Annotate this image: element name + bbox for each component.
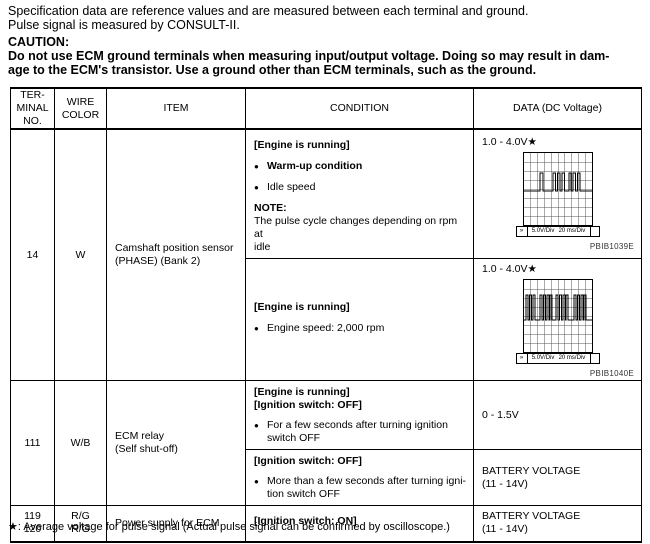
condition-state: [Engine is running]: [254, 139, 350, 151]
table-row-terminal-111-sub1: 111 W/B ECM relay (Self shut-off) [Engin…: [10, 380, 642, 506]
bullet-icon: ●: [254, 421, 259, 430]
col-header-wire-color: WIRE COLOR: [54, 87, 107, 130]
table-row-terminal-119-120: 119 120 R/G R/G Power supply for ECM [Ig…: [10, 505, 642, 542]
condition-bullet-text: Warm-up condition: [267, 160, 363, 172]
time-per-div-label: 20 ms/Div: [558, 355, 586, 361]
scope-scale-labels: 5.0V/Div 20 ms/Div: [528, 354, 590, 363]
oscilloscope-scale-bar: » 5.0V/Div 20 ms/Div: [515, 353, 600, 364]
volts-per-div-label: 5.0V/Div: [531, 228, 555, 234]
condition-bullet: ● More than a few seconds after turning …: [254, 475, 467, 501]
data-voltage-value: BATTERY VOLTAGE (11 - 14V): [482, 464, 581, 490]
condition-bullet: ● Idle speed: [254, 181, 467, 194]
data-voltage-value: 1.0 - 4.0V★: [482, 263, 537, 275]
condition-bullet-text: Idle speed: [267, 181, 316, 193]
wire-color-14: W: [54, 128, 107, 381]
data-119-120: BATTERY VOLTAGE (11 - 14V): [473, 505, 642, 542]
intro-line-2: Pulse signal is measured by CONSULT-II.: [8, 18, 240, 32]
condition-bullet-text: More than a few seconds after turning ig…: [267, 475, 467, 500]
bullet-icon: ●: [254, 183, 259, 192]
condition-state: [Ignition switch: OFF]: [254, 455, 362, 467]
condition-bullet: ● For a few seconds after turning igniti…: [254, 419, 467, 445]
col-header-terminal-no: TER- MINAL NO.: [10, 87, 55, 130]
condition-14-sub2: [Engine is running] ● Engine speed: 2,00…: [245, 258, 474, 381]
condition-111-sub2: [Ignition switch: OFF] ● More than a few…: [245, 449, 474, 506]
intro-text: Specification data are reference values …: [8, 4, 644, 32]
pulse-waveform-2000rpm: [522, 279, 593, 353]
terminal-no-111: 111: [10, 380, 55, 506]
condition-119-120: [Ignition switch: ON]: [245, 505, 474, 542]
condition-state: [Ignition switch: ON]: [254, 514, 357, 527]
condition-bullet-text: For a few seconds after turning ignition…: [267, 419, 448, 444]
condition-bullet: ● Warm-up condition: [254, 160, 467, 173]
table-row-terminal-14-sub2: [Engine is running] ● Engine speed: 2,00…: [11, 258, 642, 381]
item-camshaft-position-sensor: Camshaft position sensor (PHASE) (Bank 2…: [106, 128, 246, 381]
condition-bullet-text: Engine speed: 2,000 rpm: [267, 322, 385, 334]
table-row-terminal-14-sub1: 14 W Camshaft position sensor (PHASE) (B…: [10, 128, 642, 381]
condition-111-sub1: [Engine is running] [Ignition switch: OF…: [245, 380, 474, 450]
star-footnote: ★: Average voltage for pulse signal (Act…: [8, 521, 450, 533]
time-per-div-label: 20 ms/Div: [558, 228, 586, 234]
condition-state: [Engine is running]: [254, 386, 350, 398]
table-header-row: TER- MINAL NO. WIRE COLOR ITEM CONDITION…: [10, 87, 642, 130]
data-14-sub1: 1.0 - 4.0V★ »: [473, 128, 642, 259]
scope-marker-icon: »: [517, 354, 528, 363]
condition-state: [Ignition switch: OFF]: [254, 399, 362, 411]
condition-bullet: ● Engine speed: 2,000 rpm: [254, 322, 467, 335]
col-header-condition: CONDITION: [245, 87, 474, 130]
figure-reference-code: PBIB1039E: [589, 242, 634, 251]
figure-reference-code: PBIB1040E: [589, 369, 634, 378]
oscilloscope-screen: [522, 152, 593, 226]
oscilloscope-figure: » 5.0V/Div 20 ms/Div: [515, 279, 600, 364]
data-voltage-value: BATTERY VOLTAGE (11 - 14V): [482, 510, 581, 536]
condition-14-sub1: [Engine is running] ● Warm-up condition …: [245, 128, 474, 259]
volts-per-div-label: 5.0V/Div: [531, 355, 555, 361]
data-voltage-value: 1.0 - 4.0V★: [482, 136, 537, 148]
oscilloscope-figure: » 5.0V/Div 20 ms/Div: [515, 152, 600, 237]
note-label: NOTE:: [254, 202, 287, 214]
wire-color-111: W/B: [54, 380, 107, 506]
data-14-sub2: 1.0 - 4.0V★ »: [473, 258, 642, 381]
terminal-no-14: 14: [10, 128, 55, 381]
item-power-supply-ecm: Power supply for ECM: [106, 505, 246, 542]
data-111-sub1: 0 - 1.5V: [473, 380, 642, 450]
terminal-spec-table: TER- MINAL NO. WIRE COLOR ITEM CONDITION…: [10, 87, 642, 543]
caution-block: CAUTION: Do not use ECM ground terminals…: [8, 35, 648, 77]
scope-end-box: [589, 354, 599, 363]
pulse-waveform-idle: [522, 152, 593, 226]
data-voltage-value: 0 - 1.5V: [482, 408, 519, 421]
scope-marker-icon: »: [517, 227, 528, 236]
bullet-icon: ●: [254, 477, 259, 486]
table-row-terminal-111-sub2: [Ignition switch: OFF] ● More than a few…: [11, 449, 642, 506]
col-header-item: ITEM: [106, 87, 246, 130]
oscilloscope-scale-bar: » 5.0V/Div 20 ms/Div: [515, 226, 600, 237]
intro-line-1: Specification data are reference values …: [8, 4, 529, 18]
item-ecm-relay: ECM relay (Self shut-off): [106, 380, 246, 506]
col-header-data: DATA (DC Voltage): [473, 87, 642, 130]
oscilloscope-screen: [522, 279, 593, 353]
bullet-icon: ●: [254, 162, 259, 171]
data-111-sub2: BATTERY VOLTAGE (11 - 14V): [473, 449, 642, 506]
condition-state: [Engine is running]: [254, 301, 350, 313]
bullet-icon: ●: [254, 324, 259, 333]
caution-label: CAUTION:: [8, 35, 70, 49]
scope-scale-labels: 5.0V/Div 20 ms/Div: [528, 227, 590, 236]
caution-text: Do not use ECM ground terminals when mea…: [8, 49, 610, 77]
note-text: The pulse cycle changes depending on rpm…: [254, 215, 458, 253]
scope-end-box: [589, 227, 599, 236]
